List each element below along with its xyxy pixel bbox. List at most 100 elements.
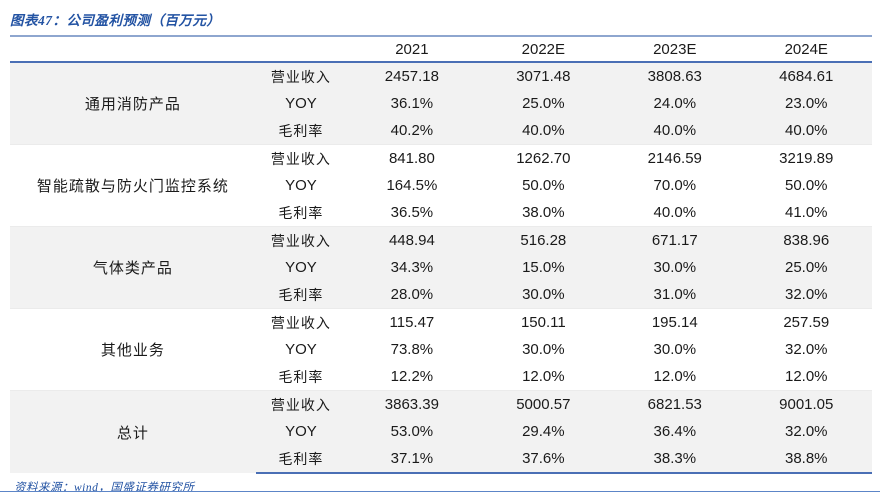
value-cell: 841.80 — [346, 144, 478, 172]
value-cell: 3808.63 — [609, 62, 741, 90]
value-cell: 838.96 — [740, 226, 872, 254]
table-row: 毛利率 12.2% 12.0% 12.0% 12.0% — [10, 363, 872, 391]
table-row: YOY 73.8% 30.0% 30.0% 32.0% — [10, 336, 872, 363]
page-bottom-divider — [0, 491, 880, 492]
group-label-other-business: 其他业务 — [10, 308, 256, 391]
value-cell: 32.0% — [740, 281, 872, 309]
value-cell: 25.0% — [477, 90, 610, 117]
value-cell: 28.0% — [346, 281, 478, 309]
value-cell: 36.4% — [609, 418, 741, 445]
value-cell: 115.47 — [346, 308, 478, 336]
value-cell: 12.2% — [390, 368, 434, 385]
value-cell: 50.0% — [784, 177, 828, 194]
value-cell: 73.8% — [390, 341, 434, 358]
metric-label-gross-margin: 毛利率 — [278, 206, 324, 222]
table-row: YOY 164.5% 50.0% 70.0% 50.0% — [10, 172, 872, 199]
value-cell: 32.0% — [740, 418, 872, 445]
group-label-total: 总计 — [10, 390, 256, 473]
value-cell: 1262.70 — [477, 144, 610, 172]
value-cell: 30.0% — [522, 341, 565, 358]
table-row: 其他业务 营业收入 115.47 150.11 195.14 257.59 — [10, 308, 872, 391]
table-row: 毛利率 36.5% 38.0% 40.0% 41.0% — [10, 199, 872, 227]
header-empty-group — [10, 36, 256, 63]
value-cell: 15.0% — [477, 254, 610, 281]
metric-label-yoy: YOY — [285, 177, 317, 194]
value-cell: 516.28 — [477, 226, 610, 254]
value-cell: 12.0% — [522, 368, 565, 385]
value-cell: 37.1% — [346, 445, 478, 474]
value-cell: 9001.05 — [740, 390, 872, 418]
value-cell: 40.0% — [740, 117, 872, 145]
table-row: 智能疏散与防火门监控系统 营业收入 841.80 1262.70 2146.59… — [10, 144, 872, 227]
table-row: 毛利率 40.2% 40.0% 40.0% 40.0% — [10, 117, 872, 145]
value-cell: 38.3% — [609, 445, 741, 474]
value-cell: 25.0% — [740, 254, 872, 281]
header-empty-metric — [255, 36, 347, 63]
metric-label-yoy: YOY — [285, 341, 317, 358]
figure-title: 图表47：公司盈利预测（百万元） — [10, 13, 221, 28]
value-cell: 36.5% — [390, 204, 434, 221]
value-cell: 12.0% — [784, 368, 828, 385]
value-cell: 3863.39 — [346, 390, 478, 418]
value-cell: 2146.59 — [609, 144, 741, 172]
value-cell: 36.1% — [346, 90, 478, 117]
metric-label-yoy: YOY — [255, 254, 347, 281]
table-row: 毛利率 37.1% 37.6% 38.3% 38.8% — [10, 445, 872, 474]
value-cell: 448.94 — [346, 226, 478, 254]
value-cell: 30.0% — [653, 341, 697, 358]
value-cell: 3071.48 — [477, 62, 610, 90]
metric-label-yoy: YOY — [255, 418, 347, 445]
header-year-2022e: 2022E — [477, 36, 610, 63]
value-cell: 671.17 — [609, 226, 741, 254]
value-cell: 40.0% — [609, 117, 741, 145]
table-row: 通用消防产品 营业收入 2457.18 3071.48 3808.63 4684… — [10, 62, 872, 145]
value-cell: 24.0% — [609, 90, 741, 117]
metric-label-gross-margin: 毛利率 — [255, 281, 347, 309]
value-cell: 164.5% — [386, 177, 438, 194]
header-year-2021: 2021 — [346, 36, 478, 63]
value-cell: 32.0% — [784, 341, 828, 358]
value-cell: 257.59 — [740, 308, 872, 336]
value-cell: 2457.18 — [346, 62, 478, 90]
value-cell: 38.8% — [740, 445, 872, 474]
group-label-smart-evacuation: 智能疏散与防火门监控系统 — [10, 144, 256, 227]
table-row: 气体类产品 营业收入 448.94 516.28 671.17 838.96 — [10, 226, 872, 309]
metric-label-revenue: 营业收入 — [255, 390, 347, 418]
value-cell: 40.2% — [346, 117, 478, 145]
header-row: 2021 2022E 2023E 2024E — [10, 36, 872, 63]
table-row: YOY 36.1% 25.0% 24.0% 23.0% — [10, 90, 872, 117]
value-cell: 12.0% — [653, 368, 697, 385]
value-cell: 195.14 — [609, 308, 741, 336]
table-row: 毛利率 28.0% 30.0% 31.0% 32.0% — [10, 281, 872, 309]
value-cell: 31.0% — [609, 281, 741, 309]
value-cell: 70.0% — [653, 177, 697, 194]
value-cell: 50.0% — [522, 177, 565, 194]
table-row: YOY 34.3% 15.0% 30.0% 25.0% — [10, 254, 872, 281]
value-cell: 40.0% — [477, 117, 610, 145]
value-cell: 6821.53 — [609, 390, 741, 418]
header-year-2024e: 2024E — [740, 36, 872, 63]
group-label-gas-products: 气体类产品 — [10, 226, 256, 309]
metric-label-gross-margin: 毛利率 — [255, 445, 347, 474]
metric-label-revenue: 营业收入 — [255, 308, 347, 336]
value-cell: 53.0% — [346, 418, 478, 445]
value-cell: 37.6% — [477, 445, 610, 474]
table-row: YOY 53.0% 29.4% 36.4% 32.0% — [10, 418, 872, 445]
table-row: 总计 营业收入 3863.39 5000.57 6821.53 9001.05 — [10, 390, 872, 473]
value-cell: 4684.61 — [740, 62, 872, 90]
value-cell: 23.0% — [740, 90, 872, 117]
value-cell: 29.4% — [477, 418, 610, 445]
profit-forecast-table: 2021 2022E 2023E 2024E 通用消防产品 营业收入 2457.… — [10, 35, 872, 474]
value-cell: 41.0% — [784, 204, 828, 221]
metric-label-revenue: 营业收入 — [255, 62, 347, 90]
value-cell: 38.0% — [522, 204, 565, 221]
value-cell: 3219.89 — [740, 144, 872, 172]
value-cell: 30.0% — [609, 254, 741, 281]
group-label-general-fire-products: 通用消防产品 — [10, 62, 256, 145]
value-cell: 40.0% — [653, 204, 697, 221]
source-attribution: 资料来源：wind，国盛证券研究所 — [14, 482, 195, 493]
metric-label-gross-margin: 毛利率 — [255, 117, 347, 145]
value-cell: 150.11 — [477, 308, 610, 336]
metric-label-yoy: YOY — [255, 90, 347, 117]
